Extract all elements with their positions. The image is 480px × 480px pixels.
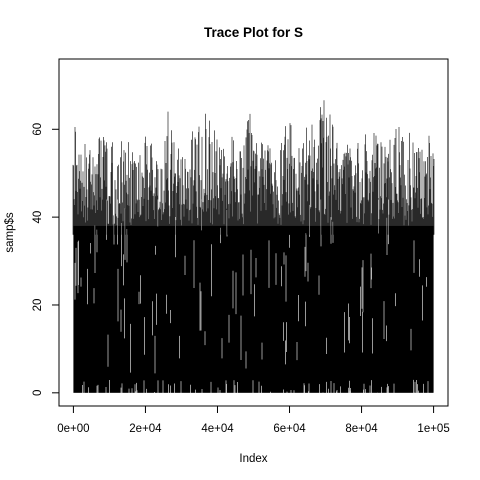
y-axis-label: samp$s (4, 212, 16, 253)
x-axis: 0e+00 2e+04 4e+04 6e+04 8e+04 1e+05 (57, 405, 450, 435)
trace-series (72, 100, 435, 396)
x-tick-label: 4e+04 (201, 423, 234, 435)
y-tick-label: 60 (32, 123, 44, 136)
y-axis: 0 20 40 60 (32, 123, 60, 396)
x-tick-label: 1e+05 (417, 423, 449, 435)
trace-core-band (73, 225, 434, 393)
y-tick-label: 0 (32, 390, 44, 396)
y-tick-label: 40 (32, 211, 44, 224)
chart-title: Trace Plot for S (204, 25, 303, 40)
y-tick-label: 20 (32, 299, 44, 312)
x-axis-label: Index (239, 453, 267, 465)
x-tick-label: 6e+04 (273, 423, 306, 435)
x-tick-label: 0e+00 (57, 423, 89, 435)
x-tick-label: 2e+04 (129, 423, 162, 435)
x-tick-label: 8e+04 (345, 423, 378, 435)
